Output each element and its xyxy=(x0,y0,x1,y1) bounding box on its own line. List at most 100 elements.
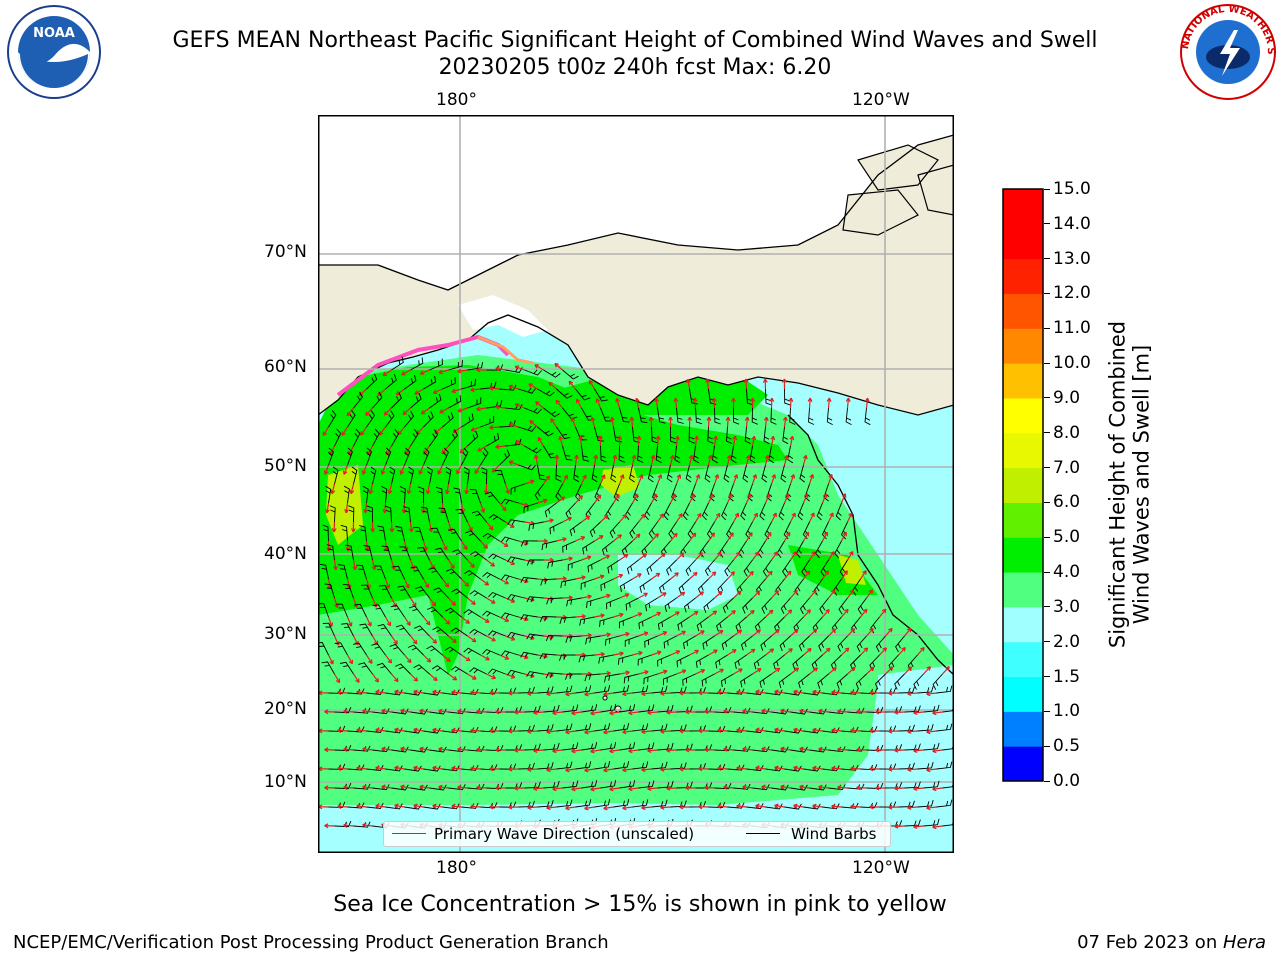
wind-barb xyxy=(604,635,620,646)
wind-barb xyxy=(399,486,406,504)
wave-direction-arrowhead xyxy=(695,474,701,479)
lon-tick-top-120w: 120°W xyxy=(852,90,910,110)
wave-direction-arrow xyxy=(732,513,739,523)
wave-direction-arrowhead xyxy=(599,574,605,580)
wave-direction-arrow xyxy=(812,767,823,770)
wave-direction-arrow xyxy=(704,748,715,751)
wind-barb xyxy=(638,704,655,713)
wave-direction-arrowhead xyxy=(432,727,437,733)
wave-direction-arrowhead xyxy=(680,591,686,597)
wave-direction-arrow xyxy=(708,571,717,580)
wave-direction-arrow xyxy=(343,824,354,827)
wave-direction-arrowhead xyxy=(524,616,529,622)
wave-direction-arrowhead xyxy=(837,746,842,752)
wave-direction-arrowhead xyxy=(888,666,894,671)
wind-barb xyxy=(417,547,430,561)
wind-barb xyxy=(575,685,592,694)
wind-barb xyxy=(613,723,630,732)
wave-direction-arrowhead xyxy=(647,748,652,754)
wind-barb xyxy=(371,643,386,656)
wave-direction-arrow xyxy=(783,417,787,428)
wave-direction-arrowhead xyxy=(837,708,842,714)
wind-barb xyxy=(480,448,489,466)
wave-direction-arrow xyxy=(428,559,435,570)
colorbar-segment xyxy=(1003,537,1043,573)
wind-barb xyxy=(329,505,336,523)
wave-direction-arrow xyxy=(543,519,554,523)
wave-direction-arrow xyxy=(397,426,405,435)
wave-direction-arrow xyxy=(655,398,659,409)
wind-barb xyxy=(770,407,777,425)
wave-direction-arrowhead xyxy=(792,551,797,556)
wave-direction-arrow xyxy=(457,786,468,789)
wave-direction-arrow xyxy=(486,559,495,567)
wave-direction-arrowhead xyxy=(875,709,880,715)
wind-barb xyxy=(682,673,696,686)
wave-direction-arrow xyxy=(840,531,847,542)
colorbar-tick-label: 5.0 xyxy=(1053,527,1081,548)
wave-direction-arrow xyxy=(594,614,605,618)
wind-barb xyxy=(524,781,541,789)
wave-direction-arrowhead xyxy=(419,708,424,714)
wind-barb xyxy=(322,524,329,542)
wave-direction-arrow xyxy=(784,609,793,618)
wave-direction-arrowhead xyxy=(568,556,573,562)
wave-direction-arrowhead xyxy=(508,460,514,465)
wind-barb xyxy=(621,540,633,557)
wave-direction-arrow xyxy=(552,749,563,752)
wave-direction-arrowhead xyxy=(322,431,328,437)
wind-barb xyxy=(534,483,544,501)
wave-direction-arrow xyxy=(641,806,652,809)
wind-barb xyxy=(857,597,867,615)
wave-direction-arrowhead xyxy=(634,397,640,403)
wind-barb xyxy=(518,762,535,770)
wave-direction-arrow xyxy=(846,551,854,561)
wave-direction-arrow xyxy=(619,514,627,523)
wind-barb xyxy=(343,485,350,504)
wave-direction-arrowhead xyxy=(888,627,893,633)
wave-direction-arrowhead xyxy=(610,416,615,422)
colorbar-tick-mark xyxy=(1044,467,1050,469)
wind-barb xyxy=(580,578,595,590)
wave-direction-arrowhead xyxy=(907,666,913,671)
wave-direction-arrow xyxy=(527,768,538,771)
wave-direction-arrowhead xyxy=(868,589,874,594)
wave-direction-arrow xyxy=(689,571,698,580)
wind-barb xyxy=(404,447,411,466)
wind-barb xyxy=(693,445,700,464)
colorbar-tick-label: 10.0 xyxy=(1053,353,1091,374)
wave-direction-arrow xyxy=(524,521,535,525)
wind-barb xyxy=(895,635,905,653)
wind-barb xyxy=(874,673,886,690)
wave-direction-arrow xyxy=(527,730,538,733)
wave-direction-arrowhead xyxy=(831,765,836,771)
wave-direction-arrowhead xyxy=(337,804,342,809)
wind-barb xyxy=(711,445,718,464)
wave-direction-arrow xyxy=(803,609,811,618)
wind-barb xyxy=(585,635,601,645)
wave-direction-arrowhead xyxy=(568,595,573,601)
wave-direction-arrow xyxy=(423,616,431,626)
wind-barb xyxy=(613,685,630,694)
graticule xyxy=(318,115,954,853)
wave-direction-arrowhead xyxy=(370,528,376,533)
wave-direction-arrowhead xyxy=(654,533,659,538)
wave-direction-arrow xyxy=(619,671,630,675)
wind-barb xyxy=(471,510,487,523)
wind-barb xyxy=(539,616,557,623)
wave-direction-arrowhead xyxy=(848,512,853,518)
wind-barb xyxy=(816,502,823,521)
wind-barb xyxy=(354,603,367,618)
wave-direction-arrow xyxy=(480,578,489,586)
wind-barb xyxy=(773,654,785,670)
wind-barb xyxy=(625,597,639,611)
wind-barb xyxy=(584,673,601,682)
wave-direction-arrowhead xyxy=(457,407,463,413)
wave-direction-arrow xyxy=(546,730,557,733)
wave-direction-arrow xyxy=(923,666,931,675)
wave-direction-arrowhead xyxy=(698,552,703,557)
wave-direction-arrowhead xyxy=(495,444,500,450)
wave-direction-arrowhead xyxy=(745,454,751,460)
wave-direction-arrow xyxy=(622,768,633,771)
wave-direction-arrowhead xyxy=(408,527,414,533)
